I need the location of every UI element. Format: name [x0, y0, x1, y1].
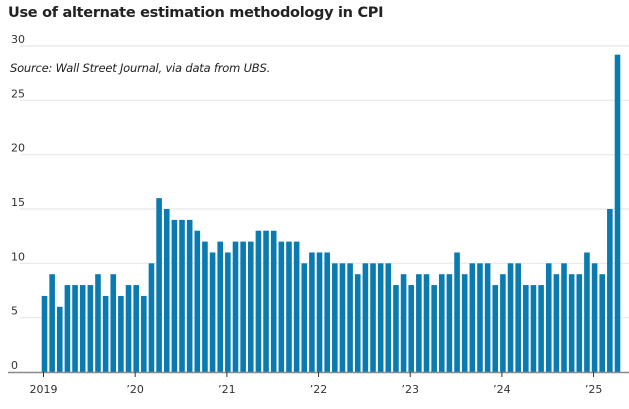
- bar-2021-12: 2021-12: 11: [309, 252, 315, 372]
- bar-2024-06: 2024-06: 8: [538, 285, 544, 372]
- y-axis-labels: 0 5 10 15 20 25 30: [11, 33, 25, 372]
- bar-2024-03: 2024-03: 10: [515, 263, 521, 372]
- bar-2023-02: 2023-02: 9: [416, 274, 422, 372]
- bar-2023-03: 2023-03: 9: [423, 274, 430, 372]
- bar-2021-10: 2021-10: 12: [293, 241, 300, 372]
- bar-2019-09: 2019-09: 7: [102, 295, 109, 372]
- bar-2022-12: 2022-12: 9: [400, 274, 407, 372]
- bar-2024-09: 2024-09: 10: [561, 263, 567, 372]
- y-tick-label: 10: [11, 250, 25, 263]
- bar-2022-10: 2022-10: 10: [385, 263, 392, 372]
- bar-2021-05: 2021-05: 13: [255, 230, 262, 372]
- bar-2022-02: 2022-02: 11: [324, 252, 330, 372]
- bar-2019-10: 2019-10: 9: [110, 274, 117, 372]
- bar-2019-01: 2019-01: 7: [41, 295, 48, 372]
- bar-2023-12: 2023-12: 8: [492, 285, 499, 372]
- bar-2022-01: 2022-01: 11: [316, 252, 323, 372]
- bar-2020-09: 2020-09: 13: [194, 230, 201, 372]
- bar-2020-12: 2020-12: 12: [217, 241, 224, 372]
- x-tick-label: ’23: [401, 383, 419, 396]
- bar-2020-06: 2020-06: 14: [171, 219, 178, 372]
- bar-2023-07: 2023-07: 11: [454, 252, 460, 372]
- bars: 2019-01: 72019-02: 92019-03: 62019-04: 8…: [41, 54, 621, 372]
- bar-2020-01: 2020-01: 8: [133, 285, 139, 372]
- x-tick-label: ’20: [126, 383, 144, 396]
- bar-2024-08: 2024-08: 9: [553, 274, 560, 372]
- bar-2024-10: 2024-10: 9: [568, 274, 575, 372]
- y-tick-label: 20: [11, 142, 25, 155]
- y-tick-label: 30: [11, 33, 25, 46]
- bar-2021-04: 2021-04: 12: [247, 241, 254, 372]
- bar-2020-03: 2020-03: 10: [148, 263, 155, 372]
- bar-2024-05: 2024-05: 8: [530, 285, 537, 372]
- chart-title: Use of alternate estimation methodology …: [8, 5, 384, 21]
- x-tick-label: ’22: [310, 383, 328, 396]
- bar-2024-04: 2024-04: 8: [523, 285, 529, 372]
- bar-2024-01: 2024-01: 9: [500, 274, 506, 372]
- bar-2021-09: 2021-09: 12: [286, 241, 292, 372]
- bar-2022-07: 2022-07: 10: [362, 263, 369, 372]
- bar-2020-11: 2020-11: 11: [209, 252, 216, 372]
- bar-2022-09: 2022-09: 10: [377, 263, 384, 372]
- bar-2023-06: 2023-06: 9: [446, 274, 453, 372]
- bar-2024-02: 2024-02: 10: [507, 263, 514, 372]
- bar-2021-02: 2021-02: 12: [232, 241, 239, 372]
- y-tick-label: 15: [11, 196, 25, 209]
- bar-2020-10: 2020-10: 12: [202, 241, 208, 372]
- y-tick-label: 25: [11, 87, 25, 100]
- bar-2020-04: 2020-04: 16: [156, 198, 162, 372]
- y-tick-label: 5: [11, 305, 18, 318]
- bar-2022-04: 2022-04: 10: [339, 263, 346, 372]
- bar-2021-11: 2021-11: 10: [301, 263, 308, 372]
- bar-2023-09: 2023-09: 10: [469, 263, 476, 372]
- bar-2020-08: 2020-08: 14: [186, 219, 193, 372]
- bar-2020-07: 2020-07: 14: [179, 219, 185, 372]
- bar-2019-06: 2019-06: 8: [79, 285, 86, 372]
- bar-2019-03: 2019-03: 6: [56, 306, 63, 372]
- x-tick-label: 2019: [30, 383, 58, 396]
- bar-2024-11: 2024-11: 9: [576, 274, 583, 372]
- bar-2019-02: 2019-02: 9: [49, 274, 55, 372]
- bar-2021-01: 2021-01: 11: [225, 252, 231, 372]
- x-tick-label: ’25: [585, 383, 603, 396]
- bar-2020-05: 2020-05: 15: [163, 209, 170, 372]
- bar-2024-07: 2024-07: 10: [545, 263, 552, 372]
- x-axis: 2019 ’20 ’21 ’22 ’23 ’24 ’25: [8, 371, 629, 396]
- bar-2022-05: 2022-05: 10: [347, 263, 353, 372]
- bar-2019-07: 2019-07: 8: [87, 285, 94, 372]
- bar-2022-06: 2022-06: 9: [354, 274, 361, 372]
- bar-2023-08: 2023-08: 9: [461, 274, 468, 372]
- x-tick-label: ’24: [493, 383, 511, 396]
- bar-2019-12: 2019-12: 8: [125, 285, 132, 372]
- x-tick-label: ’21: [218, 383, 236, 396]
- bar-2021-07: 2021-07: 13: [270, 230, 277, 372]
- bar-2024-12: 2024-12: 11: [584, 252, 590, 372]
- bar-2022-11: 2022-11: 8: [393, 285, 399, 372]
- bar-2023-05: 2023-05: 9: [438, 274, 445, 372]
- bar-2022-08: 2022-08: 10: [370, 263, 376, 372]
- y-tick-label: 0: [11, 359, 18, 372]
- bar-2019-05: 2019-05: 8: [72, 285, 78, 372]
- bar-2022-03: 2022-03: 10: [332, 263, 338, 372]
- bar-2019-11: 2019-11: 7: [118, 295, 124, 372]
- bar-2021-08: 2021-08: 12: [278, 241, 285, 372]
- bar-2019-08: 2019-08: 9: [95, 274, 101, 372]
- bar-2023-11: 2023-11: 10: [484, 263, 491, 372]
- bar-2023-10: 2023-10: 10: [477, 263, 483, 372]
- bar-2020-02: 2020-02: 7: [141, 295, 147, 372]
- bar-2021-03: 2021-03: 12: [240, 241, 246, 372]
- bar-2023-01: 2023-01: 8: [408, 285, 415, 372]
- bar-2021-06: 2021-06: 13: [263, 230, 269, 372]
- bar-2019-04: 2019-04: 8: [64, 285, 71, 372]
- chart-source-note: Source: Wall Street Journal, via data fr…: [10, 61, 271, 75]
- bar-2023-04: 2023-04: 8: [431, 285, 437, 372]
